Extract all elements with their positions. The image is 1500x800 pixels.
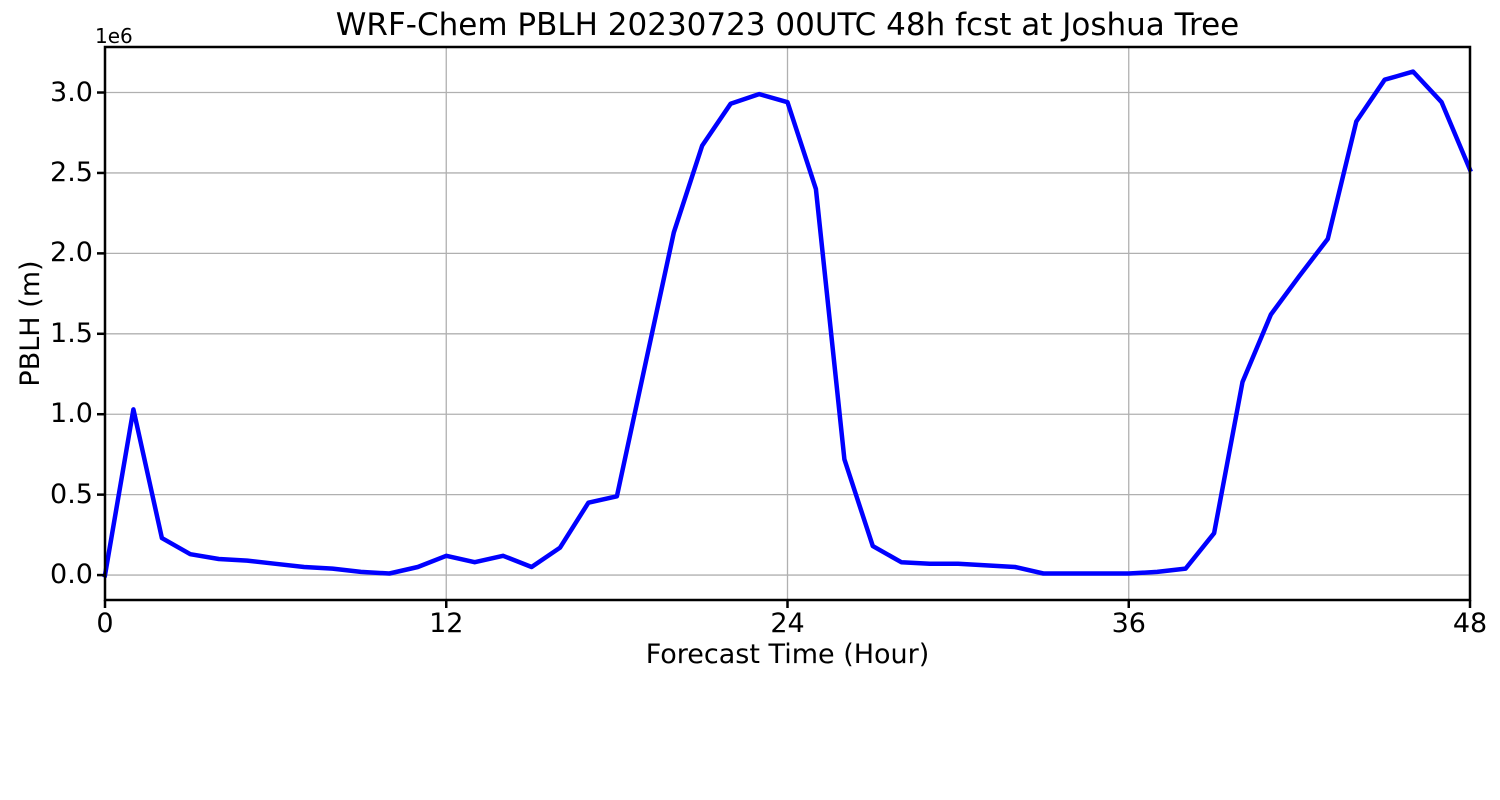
- y-tick-label: 0.0: [50, 559, 93, 591]
- x-axis-label: Forecast Time (Hour): [645, 639, 930, 670]
- y-tick-label: 0.5: [50, 478, 93, 510]
- y-tick-label: 2.5: [50, 156, 93, 188]
- pblh-line: [102, 69, 1473, 578]
- y-tick-label: 1.0: [50, 398, 93, 430]
- y-tick-label: 3.0: [50, 76, 93, 108]
- y-axis-offset-label: 1e6: [95, 24, 133, 48]
- x-tick-label: 0: [96, 608, 114, 639]
- y-tick-label: 2.0: [50, 237, 93, 269]
- x-tick-label: 12: [429, 608, 464, 639]
- x-tick-label: 48: [1452, 608, 1488, 639]
- chart-title: WRF-Chem PBLH 20230723 00UTC 48h fcst at…: [335, 7, 1240, 43]
- y-tick-label: 1.5: [50, 317, 93, 349]
- x-tick-label: 24: [770, 608, 805, 639]
- x-tick-label: 36: [1111, 608, 1146, 639]
